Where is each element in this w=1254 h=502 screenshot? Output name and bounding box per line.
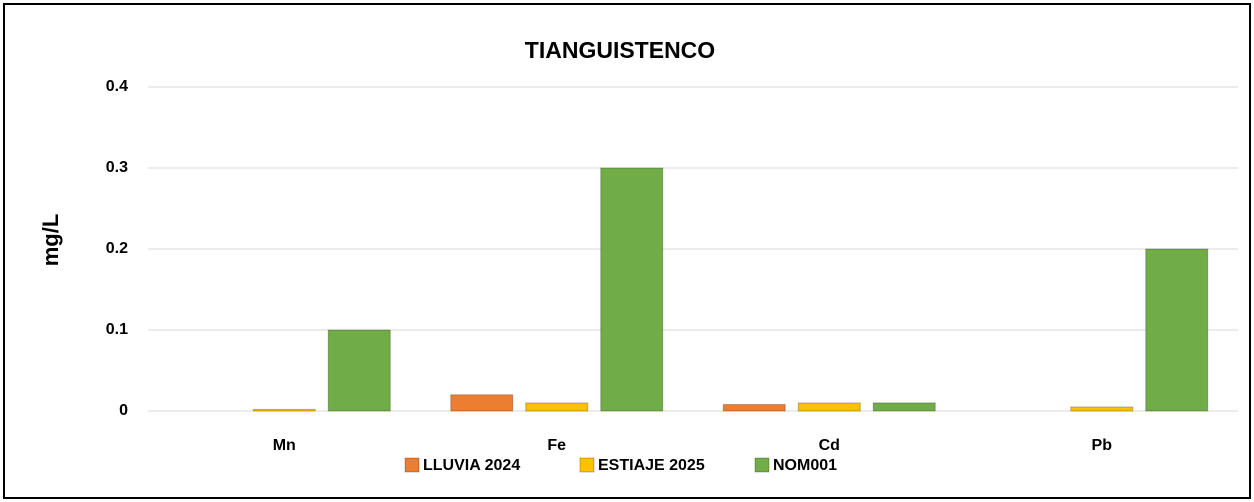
bar	[525, 402, 589, 412]
y-tick-label: 0.1	[106, 321, 128, 338]
bar	[1145, 248, 1209, 412]
legend-marker	[404, 457, 420, 473]
legend-marker	[754, 457, 770, 473]
bar	[252, 408, 316, 412]
bar	[450, 394, 514, 412]
x-tick-label: Mn	[273, 437, 296, 454]
x-tick-label: Pb	[1092, 437, 1113, 454]
x-tick-label: Fe	[547, 437, 566, 454]
y-tick-label: 0	[119, 402, 128, 419]
y-tick-label: 0.4	[106, 78, 128, 95]
bar	[327, 329, 391, 412]
bar	[722, 404, 786, 412]
legend-label: ESTIAJE 2025	[598, 457, 705, 474]
legend-marker	[579, 457, 595, 473]
x-tick-label: Cd	[819, 437, 840, 454]
chart-title: TIANGUISTENCO	[525, 37, 715, 63]
bar	[872, 402, 936, 412]
y-tick-label: 0.2	[106, 240, 128, 257]
bar	[600, 167, 664, 412]
legend-label: LLUVIA 2024	[423, 457, 520, 474]
legend-label: NOM001	[773, 457, 837, 474]
y-axis-title: mg/L	[38, 214, 63, 267]
bar	[797, 402, 861, 412]
y-tick-label: 0.3	[106, 159, 128, 176]
bar	[1070, 406, 1134, 412]
